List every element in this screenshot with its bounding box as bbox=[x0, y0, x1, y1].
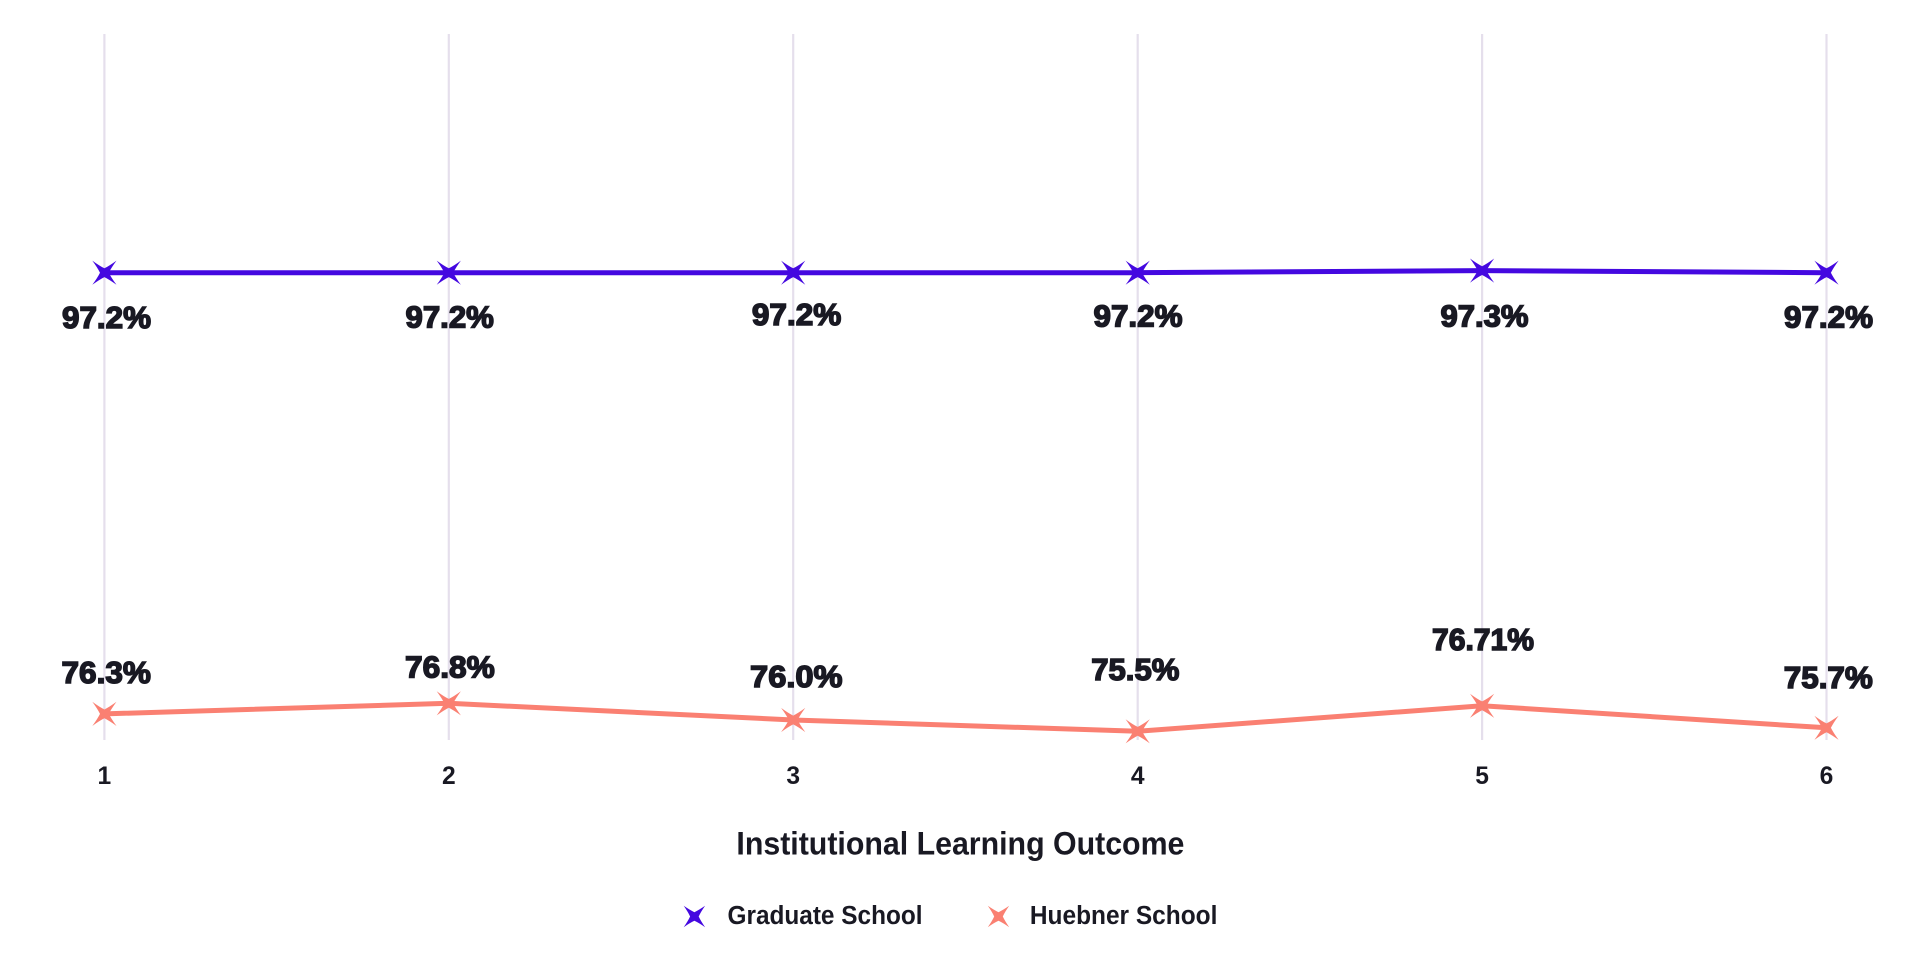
svg-text:4: 4 bbox=[1131, 763, 1145, 790]
svg-text:75.5%: 75.5% bbox=[1091, 653, 1179, 687]
svg-text:76.0%: 76.0% bbox=[750, 660, 843, 694]
svg-text:97.2%: 97.2% bbox=[62, 301, 151, 335]
svg-text:76.8%: 76.8% bbox=[405, 650, 495, 684]
svg-text:97.2%: 97.2% bbox=[752, 298, 841, 332]
svg-text:76.3%: 76.3% bbox=[62, 656, 151, 690]
svg-text:97.2%: 97.2% bbox=[1784, 301, 1873, 335]
svg-text:3: 3 bbox=[786, 763, 800, 790]
svg-text:Institutional Learning Outcome: Institutional Learning Outcome bbox=[736, 824, 1184, 861]
svg-text:1: 1 bbox=[98, 763, 112, 790]
svg-text:76.71%: 76.71% bbox=[1432, 623, 1534, 657]
svg-text:6: 6 bbox=[1820, 763, 1834, 790]
svg-text:2: 2 bbox=[442, 763, 456, 790]
svg-text:75.7%: 75.7% bbox=[1784, 661, 1873, 695]
svg-text:Graduate School: Graduate School bbox=[728, 902, 923, 930]
svg-text:5: 5 bbox=[1475, 763, 1489, 790]
svg-text:Huebner School: Huebner School bbox=[1030, 902, 1218, 930]
svg-text:97.3%: 97.3% bbox=[1441, 300, 1529, 334]
svg-text:97.2%: 97.2% bbox=[1094, 300, 1183, 334]
svg-text:97.2%: 97.2% bbox=[406, 301, 494, 335]
